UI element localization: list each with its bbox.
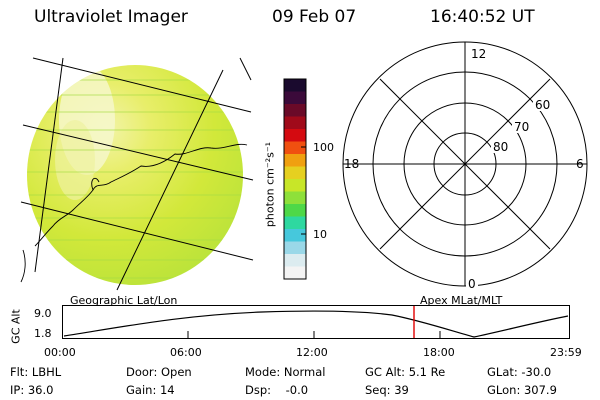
status-door: Door: Open — [126, 365, 192, 379]
status-mode: Mode: Normal — [245, 365, 326, 379]
uv-image-panel — [20, 57, 254, 291]
mlt-label-6: 6 — [576, 157, 584, 171]
colorbar-frame — [283, 78, 307, 280]
colorbar-segment — [284, 116, 306, 130]
apex-label: Apex MLat/MLT — [420, 294, 503, 307]
altitude-curve — [63, 310, 569, 338]
colorbar-segment — [284, 166, 306, 180]
colorbar-segment — [284, 91, 306, 105]
diagonal-b — [379, 78, 551, 250]
coastline — [20, 143, 248, 283]
colorbar-unit-label: photon cm⁻²s⁻¹ — [263, 141, 277, 228]
colorbar-segment — [284, 241, 306, 255]
status-filter: Flt: LBHL — [10, 365, 62, 379]
status-gc-alt: GC Alt: 5.1 Re — [365, 365, 446, 379]
lat-lon-grid — [20, 57, 254, 291]
instrument-title: Ultraviolet Imager — [34, 7, 188, 27]
mlat-label-60: 60 — [535, 98, 550, 112]
date-label: 09 Feb 07 — [272, 7, 357, 27]
colorbar-segment — [284, 266, 306, 280]
orbit-time-tick-4: 23:59 — [550, 346, 582, 359]
status-glat: GLat: -30.0 — [487, 365, 552, 379]
status-seq: Seq: 39 — [365, 383, 409, 397]
colorbar-segment — [284, 216, 306, 230]
orbit-time-tick-0: 00:00 — [44, 346, 76, 359]
mlt-label-0: 0 — [468, 277, 476, 290]
mlat-label-70: 70 — [514, 120, 529, 134]
orbit-ylabel: GC Alt — [9, 309, 23, 344]
orbit-time-tick-2: 12:00 — [296, 346, 328, 359]
status-gain: Gain: 14 — [126, 383, 175, 397]
orbit-time-tick-3: 18:00 — [423, 346, 455, 359]
colorbar-segment — [284, 229, 306, 242]
colorbar-segment — [284, 179, 306, 192]
status-glon: GLon: 307.9 — [487, 383, 557, 397]
colorbar-segment — [284, 191, 306, 205]
colorbar-tick-10: 10 — [313, 228, 327, 241]
orbit-ytick-top: 9.0 — [34, 307, 52, 320]
colorbar-segment — [284, 141, 306, 155]
colorbar-segment — [284, 254, 306, 267]
orbit-time-tick-1: 06:00 — [170, 346, 202, 359]
mlt-label-18: 18 — [344, 157, 359, 171]
mlt-label-12: 12 — [471, 47, 486, 61]
orbit-ytick-bottom: 1.8 — [34, 327, 52, 340]
colorbar-segment — [284, 204, 306, 217]
orbit-frame — [62, 305, 570, 339]
colorbar-segment — [284, 154, 306, 167]
status-dsp: Dsp: -0.0 — [245, 383, 309, 397]
colorbar — [283, 78, 307, 280]
time-label: 16:40:52 UT — [430, 7, 535, 27]
colorbar-tick-100: 100 — [313, 141, 334, 154]
orbit-plot — [62, 305, 570, 339]
status-ip: IP: 36.0 — [10, 383, 54, 397]
colorbar-segment — [284, 129, 306, 142]
colorbar-segment — [284, 104, 306, 117]
colorbar-segment — [284, 79, 306, 92]
geographic-label: Geographic Lat/Lon — [70, 294, 178, 307]
mlat-label-80: 80 — [493, 140, 508, 154]
polar-plot: 12 18 6 0 60 70 80 — [342, 41, 588, 290]
